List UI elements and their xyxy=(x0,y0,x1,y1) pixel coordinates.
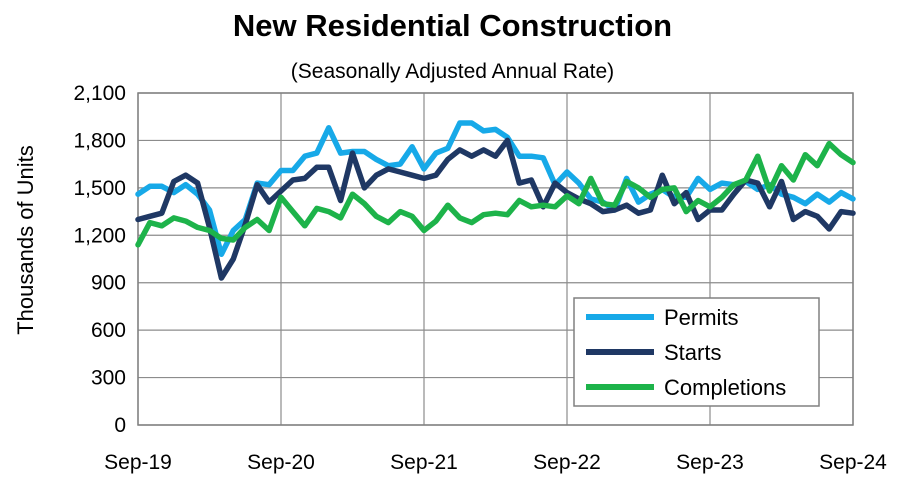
x-tick-label: Sep-20 xyxy=(247,451,315,474)
series-lines xyxy=(135,120,856,281)
chart-title: New Residential Construction xyxy=(232,8,673,43)
legend: Permits Starts Completions xyxy=(573,297,820,407)
y-tick-label: 1,200 xyxy=(73,224,126,247)
legend-label: Permits xyxy=(664,305,739,330)
series-line-completions xyxy=(135,140,856,248)
x-axis-ticks: Sep-19 Sep-20 Sep-21 Sep-22 Sep-23 Sep-24 xyxy=(104,451,887,474)
x-tick-label: Sep-24 xyxy=(819,451,887,474)
y-axis-label: Thousands of Units xyxy=(13,145,38,335)
x-tick-label: Sep-21 xyxy=(390,451,458,474)
y-tick-label: 300 xyxy=(91,367,126,390)
x-tick-label: Sep-19 xyxy=(104,451,172,474)
x-tick-label: Sep-22 xyxy=(533,451,601,474)
x-tick-label: Sep-23 xyxy=(676,451,744,474)
y-tick-label: 600 xyxy=(91,319,126,342)
y-tick-label: 1,500 xyxy=(73,177,126,200)
legend-label: Completions xyxy=(664,375,786,400)
y-tick-label: 0 xyxy=(114,414,126,437)
series-line-starts xyxy=(135,137,856,281)
chart-subtitle: (Seasonally Adjusted Annual Rate) xyxy=(290,60,615,83)
y-axis-ticks: 0 300 600 900 1,200 1,500 1,800 2,100 xyxy=(73,82,126,437)
y-tick-label: 900 xyxy=(91,272,126,295)
y-tick-label: 2,100 xyxy=(73,82,126,105)
series-line-permits xyxy=(135,120,856,258)
plot-area-border xyxy=(137,92,854,426)
y-tick-label: 1,800 xyxy=(73,129,126,152)
legend-label: Starts xyxy=(664,340,721,365)
